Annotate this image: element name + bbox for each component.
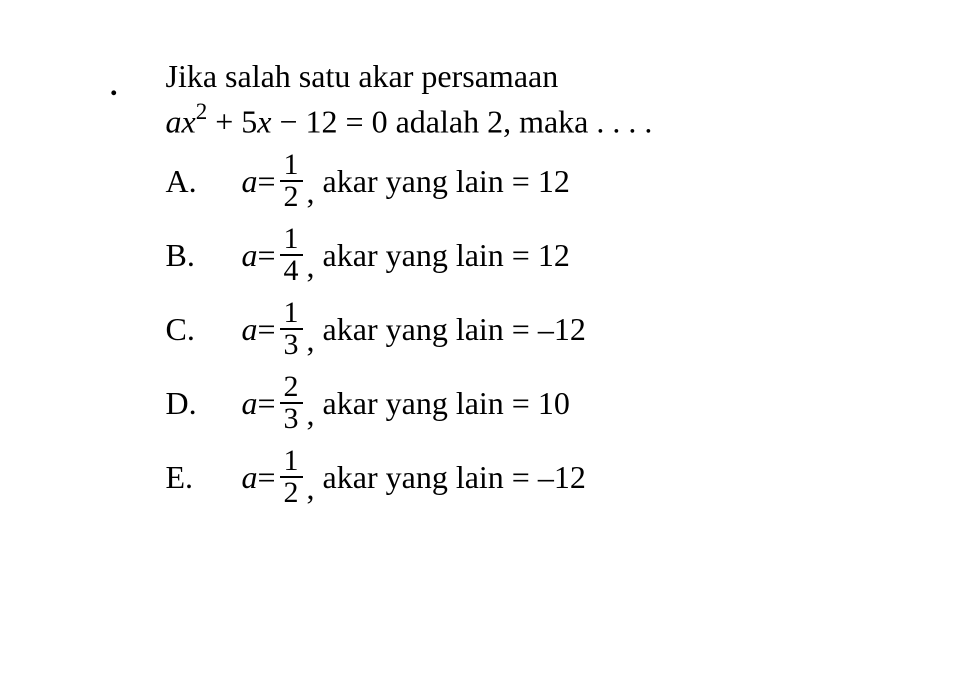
var-a: a	[242, 313, 258, 345]
option-content: a = 1 4 , akar yang lain = 12	[242, 224, 570, 286]
option-label: A.	[166, 165, 242, 197]
fraction-numerator: 1	[280, 150, 303, 182]
option-b: B. a = 1 4 , akar yang lain = 12	[166, 224, 880, 286]
option-rest: akar yang lain = 10	[323, 387, 570, 419]
option-rest: akar yang lain = –12	[323, 313, 586, 345]
eq-var-x: x	[257, 104, 271, 140]
fraction-denominator: 4	[280, 256, 303, 286]
question-line1: Jika salah satu akar persamaan	[166, 58, 559, 94]
fraction: 2 3	[280, 372, 303, 434]
option-d: D. a = 2 3 , akar yang lain = 10	[166, 372, 880, 434]
fraction-denominator: 3	[280, 330, 303, 360]
fraction: 1 4	[280, 224, 303, 286]
fraction-denominator: 2	[280, 182, 303, 212]
option-e: E. a = 1 2 , akar yang lain = –12	[166, 446, 880, 508]
fraction: 1 2	[280, 150, 303, 212]
fraction-numerator: 1	[280, 224, 303, 256]
question-text: Jika salah satu akar persamaan ax2 + 5x …	[166, 55, 880, 144]
comma: ,	[307, 176, 315, 208]
question-container: . Jika salah satu akar persamaan ax2 + 5…	[110, 55, 879, 520]
equals-sign: =	[258, 461, 276, 493]
fraction-numerator: 2	[280, 372, 303, 404]
equals-sign: =	[258, 387, 276, 419]
option-label: C.	[166, 313, 242, 345]
question-content: Jika salah satu akar persamaan ax2 + 5x …	[166, 55, 880, 520]
bullet-marker: .	[110, 69, 118, 103]
var-a: a	[242, 165, 258, 197]
comma: ,	[307, 398, 315, 430]
option-content: a = 1 3 , akar yang lain = –12	[242, 298, 586, 360]
var-a: a	[242, 461, 258, 493]
fraction-numerator: 1	[280, 298, 303, 330]
fraction-numerator: 1	[280, 446, 303, 478]
equals-sign: =	[258, 165, 276, 197]
option-content: a = 1 2 , akar yang lain = 12	[242, 150, 570, 212]
options-list: A. a = 1 2 , akar yang lain = 12 B. a =	[166, 150, 880, 508]
eq-ax: ax	[166, 104, 196, 140]
eq-suffix: − 12 = 0 adalah 2, maka . . . .	[271, 104, 652, 140]
option-rest: akar yang lain = 12	[323, 165, 570, 197]
option-content: a = 2 3 , akar yang lain = 10	[242, 372, 570, 434]
var-a: a	[242, 387, 258, 419]
fraction-denominator: 3	[280, 404, 303, 434]
fraction: 1 2	[280, 446, 303, 508]
fraction: 1 3	[280, 298, 303, 360]
equals-sign: =	[258, 239, 276, 271]
comma: ,	[307, 250, 315, 282]
option-content: a = 1 2 , akar yang lain = –12	[242, 446, 586, 508]
option-label: E.	[166, 461, 242, 493]
equals-sign: =	[258, 313, 276, 345]
option-c: C. a = 1 3 , akar yang lain = –12	[166, 298, 880, 360]
option-a: A. a = 1 2 , akar yang lain = 12	[166, 150, 880, 212]
option-label: B.	[166, 239, 242, 271]
comma: ,	[307, 324, 315, 356]
eq-mid: + 5	[207, 104, 257, 140]
option-rest: akar yang lain = –12	[323, 461, 586, 493]
comma: ,	[307, 472, 315, 504]
var-a: a	[242, 239, 258, 271]
eq-exponent: 2	[196, 98, 208, 124]
option-label: D.	[166, 387, 242, 419]
option-rest: akar yang lain = 12	[323, 239, 570, 271]
fraction-denominator: 2	[280, 478, 303, 508]
